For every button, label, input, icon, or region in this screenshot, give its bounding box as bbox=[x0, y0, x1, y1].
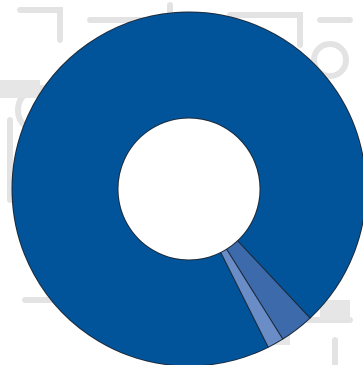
donut-slices bbox=[11, 11, 363, 365]
pie-slice-1 bbox=[11, 11, 363, 365]
pie-slice-3 bbox=[220, 248, 284, 348]
